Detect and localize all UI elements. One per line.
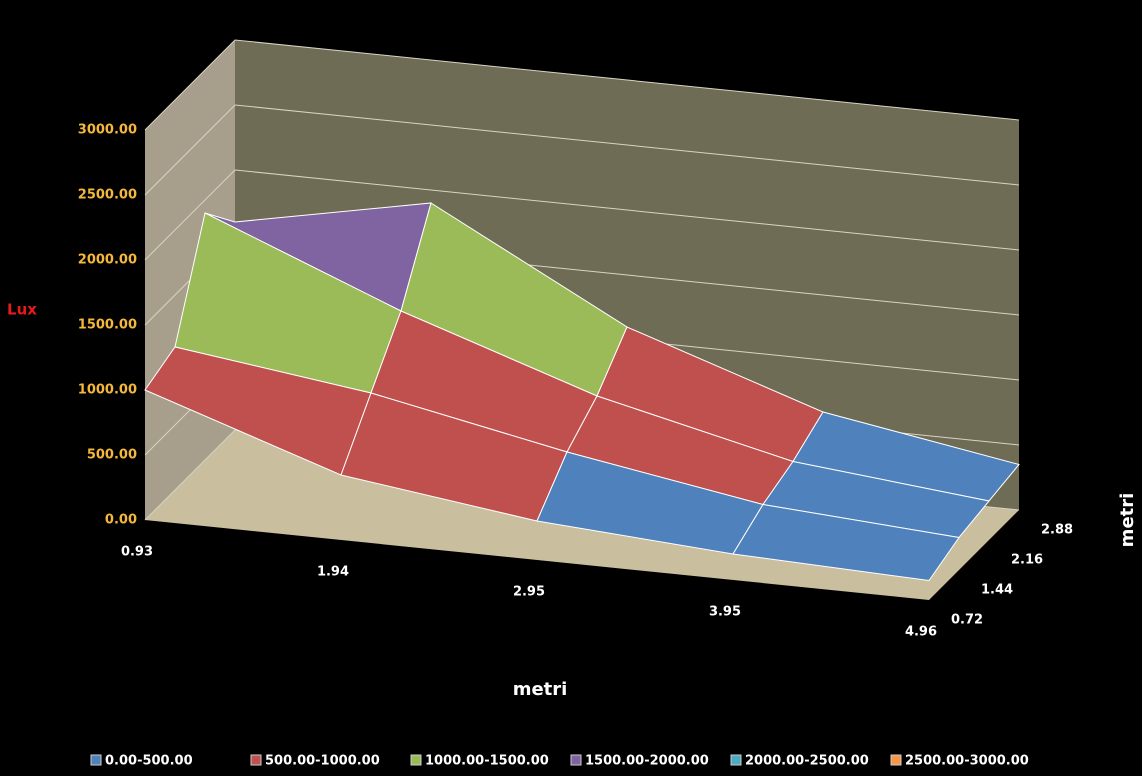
- z-tick-label: 0.00: [105, 513, 137, 528]
- depth-tick-label: 1.44: [981, 583, 1013, 598]
- x-tick-label: 4.96: [905, 625, 937, 640]
- x-tick-label: 0.93: [121, 545, 153, 560]
- legend-label: 2000.00-2500.00: [745, 754, 869, 769]
- z-tick-label: 2500.00: [78, 188, 137, 203]
- grid-line: [144, 169, 1020, 261]
- legend-swatch: [90, 754, 102, 766]
- z-tick-label: 500.00: [87, 448, 137, 463]
- x-tick-label: 3.95: [709, 605, 741, 620]
- surface-cell: [732, 503, 960, 582]
- depth-tick-label: 2.88: [1041, 523, 1073, 538]
- legend-label: 2500.00-3000.00: [905, 754, 1029, 769]
- legend-swatch: [410, 754, 422, 766]
- legend-swatch: [250, 754, 262, 766]
- legend-swatch: [570, 754, 582, 766]
- z-tick-label: 1000.00: [78, 383, 137, 398]
- depth-tick-label: 2.16: [1011, 553, 1043, 568]
- legend-swatch: [730, 754, 742, 766]
- legend-label: 500.00-1000.00: [265, 754, 380, 769]
- z-tick-label: 1500.00: [78, 318, 137, 333]
- grid-line: [144, 39, 1020, 131]
- legend-swatch: [890, 754, 902, 766]
- legend-label: 1000.00-1500.00: [425, 754, 549, 769]
- z-axis-title: Lux: [7, 301, 37, 319]
- depth-axis-title: metri: [1117, 493, 1138, 548]
- z-tick-label: 3000.00: [78, 123, 137, 138]
- legend-label: 1500.00-2000.00: [585, 754, 709, 769]
- x-tick-label: 1.94: [317, 565, 349, 580]
- grid-line: [144, 104, 1020, 196]
- x-axis-title: metri: [513, 679, 568, 700]
- depth-tick-label: 0.72: [951, 613, 983, 628]
- z-tick-label: 2000.00: [78, 253, 137, 268]
- legend-label: 0.00-500.00: [105, 754, 193, 769]
- x-tick-label: 2.95: [513, 585, 545, 600]
